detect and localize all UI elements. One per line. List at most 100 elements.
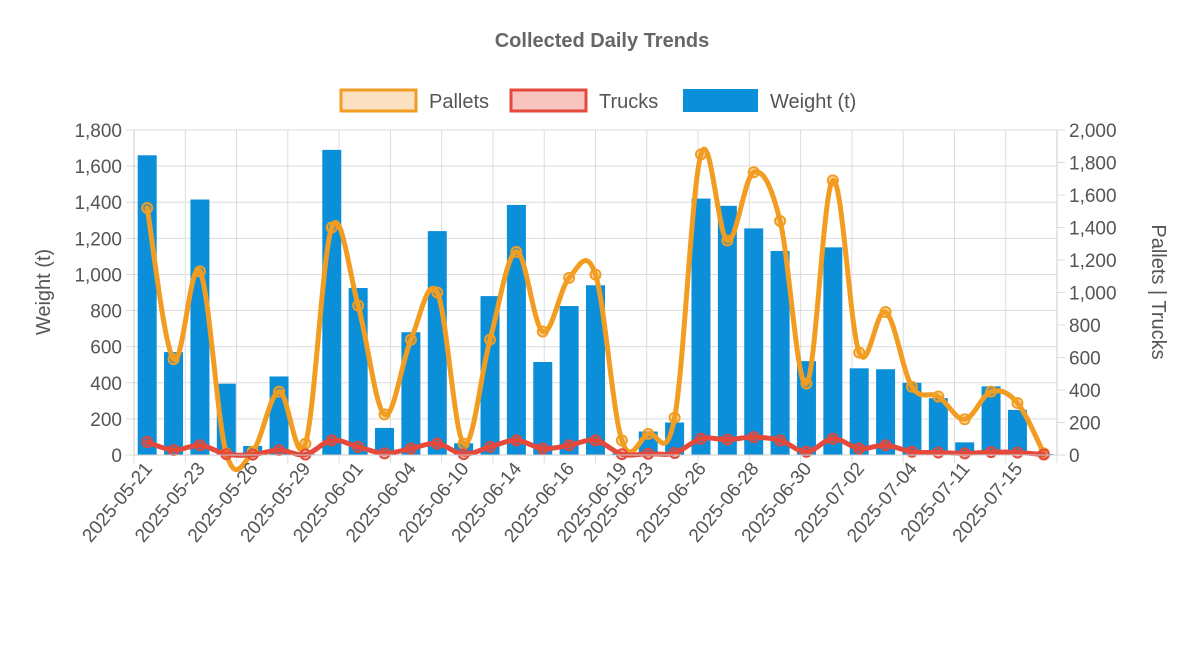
trucks-point[interactable]: [352, 440, 365, 453]
weight-bar[interactable]: [164, 352, 184, 455]
trucks-point[interactable]: [774, 434, 787, 447]
trucks-point[interactable]: [826, 432, 839, 445]
pallets-point[interactable]: [879, 306, 892, 318]
trucks-point[interactable]: [747, 431, 760, 444]
pallets-point[interactable]: [193, 265, 206, 278]
pallets-point[interactable]: [510, 245, 523, 258]
pallets-point[interactable]: [985, 385, 998, 398]
pallets-point[interactable]: [642, 427, 655, 440]
trucks-point[interactable]: [694, 432, 707, 445]
pallets-point[interactable]: [958, 413, 971, 426]
trucks-point[interactable]: [457, 448, 470, 461]
trucks-point[interactable]: [985, 446, 998, 459]
legend-swatch-weight: [683, 89, 758, 112]
trucks-point[interactable]: [642, 447, 655, 460]
weight-bar[interactable]: [190, 199, 210, 455]
pallets-point[interactable]: [141, 202, 154, 214]
trucks-point[interactable]: [273, 444, 286, 457]
pallets-point[interactable]: [378, 408, 391, 421]
weight-bar[interactable]: [533, 362, 553, 455]
weight-bar[interactable]: [322, 149, 342, 455]
trucks-point[interactable]: [800, 445, 813, 458]
pallets-point[interactable]: [800, 377, 813, 390]
y-right-tick-label: 600: [1069, 349, 1101, 370]
y-right-tick-label: 1,800: [1069, 154, 1117, 175]
pallets-point[interactable]: [668, 411, 681, 424]
weight-bar[interactable]: [586, 285, 605, 455]
trucks-point[interactable]: [167, 444, 180, 457]
pallets-point[interactable]: [404, 333, 417, 346]
y-left-tick-label: 1,600: [74, 157, 122, 178]
weight-bar[interactable]: [928, 398, 948, 455]
weight-bar[interactable]: [981, 386, 1001, 455]
trucks-point[interactable]: [879, 439, 892, 452]
legend-item-weight[interactable]: Weight (t): [683, 89, 856, 113]
trucks-point[interactable]: [589, 434, 602, 447]
pallets-point[interactable]: [615, 434, 628, 447]
pallets-point[interactable]: [325, 221, 338, 234]
y-right-tick-label: 2,000: [1069, 121, 1117, 142]
legend-item-trucks[interactable]: Trucks: [509, 88, 658, 113]
pallets-point[interactable]: [484, 333, 497, 346]
pallets-line: [144, 146, 1047, 472]
weight-bar[interactable]: [1007, 409, 1027, 455]
trucks-point[interactable]: [193, 439, 206, 452]
pallets-point[interactable]: [431, 286, 444, 299]
trucks-point[interactable]: [615, 448, 628, 461]
weight-bar[interactable]: [849, 368, 869, 455]
trucks-point[interactable]: [563, 439, 576, 452]
trucks-point[interactable]: [404, 442, 417, 455]
pallets-point[interactable]: [167, 353, 180, 366]
weight-bar[interactable]: [427, 231, 447, 455]
trucks-point[interactable]: [932, 446, 945, 459]
trucks-point[interactable]: [536, 442, 549, 455]
pallets-point[interactable]: [721, 234, 734, 247]
pallets-point[interactable]: [932, 390, 945, 403]
weight-bar[interactable]: [506, 204, 526, 455]
weight-bar[interactable]: [770, 250, 790, 455]
weight-bar[interactable]: [902, 382, 922, 455]
pallets-point[interactable]: [536, 325, 549, 338]
trucks-point[interactable]: [1011, 446, 1024, 459]
pallets-point[interactable]: [853, 346, 866, 359]
trucks-point[interactable]: [721, 433, 734, 446]
weight-bar[interactable]: [717, 205, 737, 455]
weight-bar[interactable]: [559, 306, 579, 455]
weight-bar[interactable]: [137, 155, 157, 455]
trucks-point[interactable]: [378, 447, 391, 460]
pallets-point[interactable]: [1011, 397, 1024, 409]
trucks-point[interactable]: [510, 434, 523, 447]
pallets-point[interactable]: [457, 437, 470, 450]
trucks-point[interactable]: [325, 434, 338, 447]
pallets-point[interactable]: [352, 299, 365, 312]
pallets-point[interactable]: [589, 268, 602, 281]
trucks-point[interactable]: [905, 445, 918, 458]
y-right-tick-label: 1,400: [1069, 219, 1117, 240]
y-right-tick-label: 400: [1069, 381, 1101, 402]
y-right-tick-label: 200: [1069, 414, 1101, 435]
weight-bar[interactable]: [375, 427, 395, 455]
pallets-point[interactable]: [563, 271, 576, 284]
weight-bar[interactable]: [823, 247, 843, 455]
weight-bar[interactable]: [744, 228, 764, 455]
pallets-point[interactable]: [273, 385, 286, 398]
trucks-point[interactable]: [958, 447, 971, 460]
weight-bar[interactable]: [691, 198, 711, 455]
pallets-point[interactable]: [774, 215, 787, 227]
pallets-point[interactable]: [694, 148, 707, 161]
trucks-point[interactable]: [668, 447, 681, 460]
weight-bar[interactable]: [480, 296, 500, 455]
trucks-point[interactable]: [431, 437, 444, 450]
trucks-point[interactable]: [484, 440, 497, 453]
legend-item-pallets[interactable]: Pallets: [339, 88, 489, 113]
weight-bar[interactable]: [876, 369, 896, 455]
pallets-point[interactable]: [826, 174, 839, 187]
pallets-point[interactable]: [905, 380, 918, 393]
trucks-point[interactable]: [220, 448, 233, 461]
pallets-point[interactable]: [299, 437, 312, 450]
pallets-point[interactable]: [747, 166, 760, 179]
weight-bar[interactable]: [401, 332, 421, 455]
trucks-point[interactable]: [853, 442, 866, 455]
trucks-point[interactable]: [141, 436, 154, 448]
